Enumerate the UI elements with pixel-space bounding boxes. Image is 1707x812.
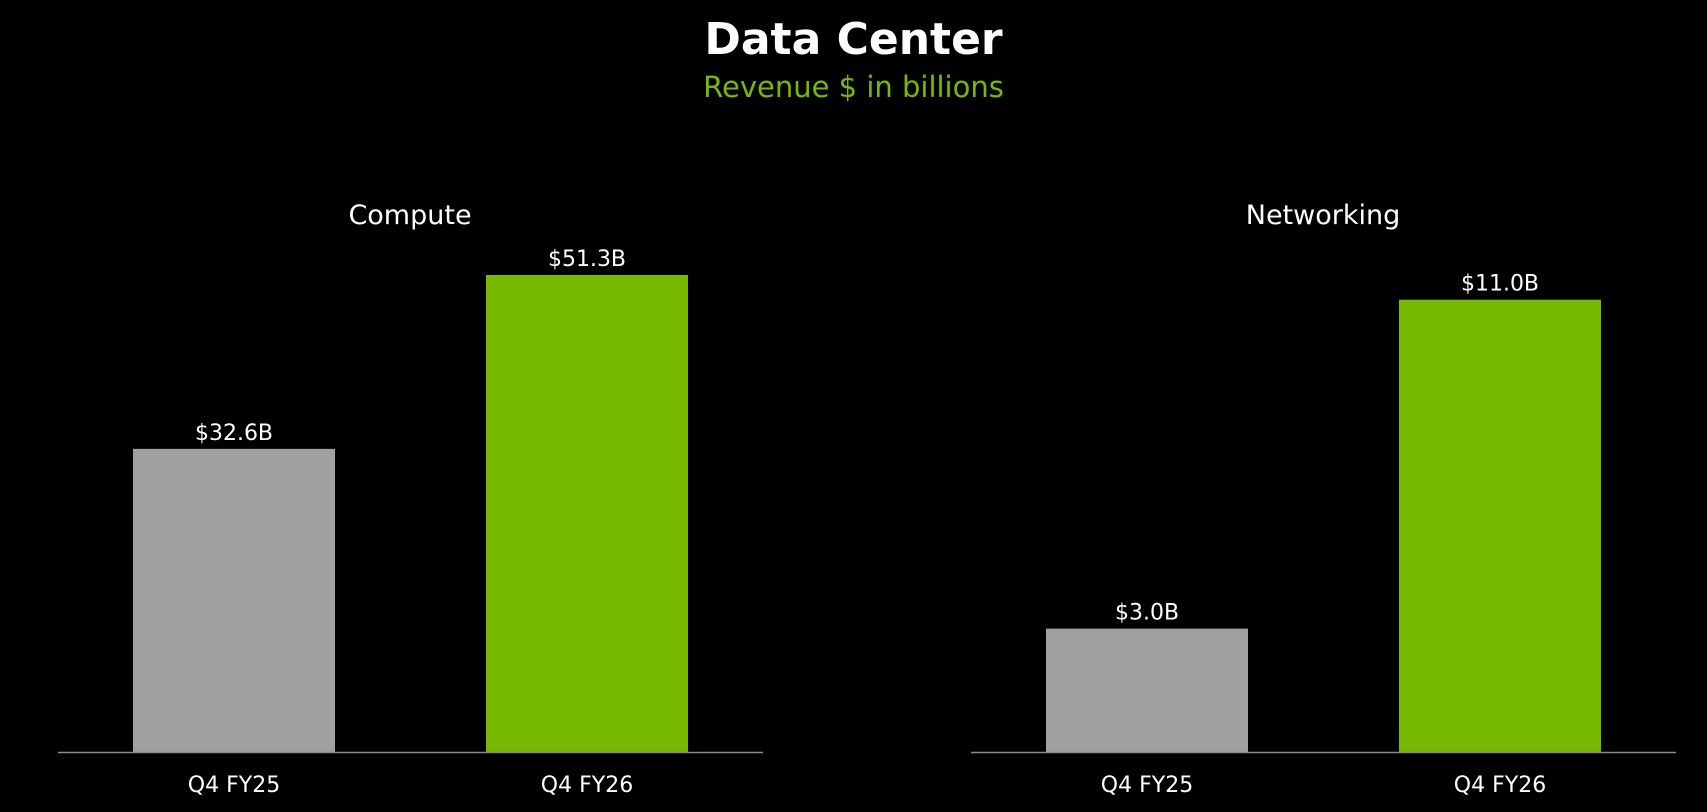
compute-data-label-q4-fy25: $32.6B <box>195 421 273 446</box>
networking-bar-q4-fy26 <box>1399 299 1601 752</box>
compute-tick-label-q4-fy25: Q4 FY25 <box>188 773 280 798</box>
page-title: Data Center <box>704 14 1003 65</box>
compute-bar-q4-fy25 <box>133 448 335 752</box>
networking-tick-label-q4-fy26: Q4 FY26 <box>1454 773 1546 798</box>
networking-data-label-q4-fy26: $11.0B <box>1461 272 1539 297</box>
networking-chart: Networking $3.0B Q4 FY25 $11.0B Q4 FY26 <box>971 200 1676 798</box>
compute-chart-title: Compute <box>348 200 471 231</box>
networking-data-label-q4-fy25: $3.0B <box>1115 601 1179 626</box>
networking-bar-q4-fy25 <box>1046 628 1248 752</box>
compute-bar-q4-fy26 <box>486 275 688 752</box>
compute-tick-label-q4-fy26: Q4 FY26 <box>541 773 633 798</box>
compute-chart: Compute $32.6B Q4 FY25 $51.3B Q4 FY26 <box>58 200 763 798</box>
compute-data-label-q4-fy26: $51.3B <box>548 247 626 272</box>
networking-chart-title: Networking <box>1246 200 1401 231</box>
networking-tick-label-q4-fy25: Q4 FY25 <box>1101 773 1193 798</box>
page-subtitle: Revenue $ in billions <box>703 70 1004 104</box>
